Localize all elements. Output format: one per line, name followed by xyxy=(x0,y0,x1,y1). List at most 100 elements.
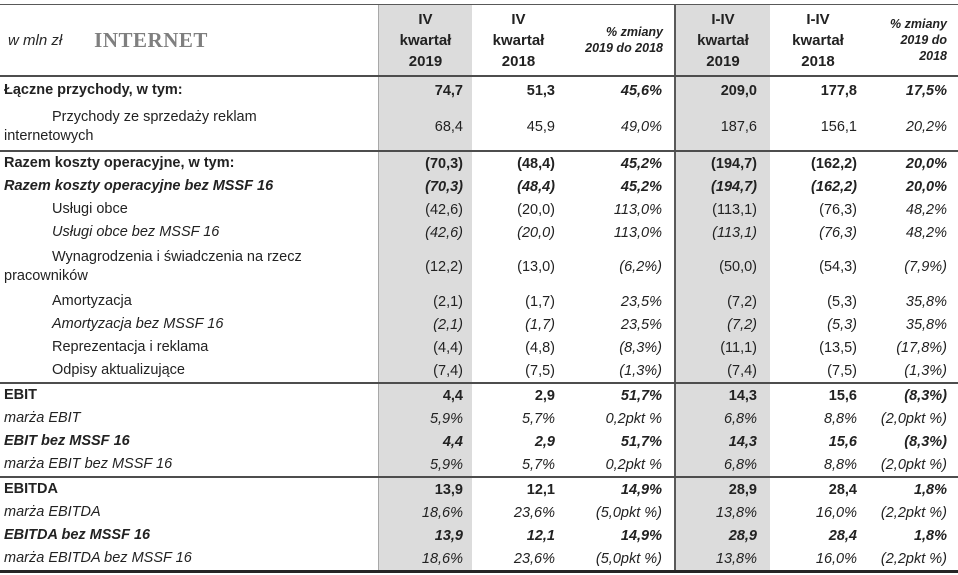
column-header-text: I-IV kwartał 2018 xyxy=(792,10,844,70)
value-cell-ytd-2019: 28,9 xyxy=(674,524,770,547)
value-cell-change-ytd: 17,5% xyxy=(905,82,947,99)
table-row: Razem koszty operacyjne, w tym: (70,3) (48… xyxy=(0,150,958,175)
row-label-text: Wynagrodzenia i świadczenia na rzecz prac… xyxy=(4,249,302,284)
value-cell-ytd-2018: 28,4 xyxy=(828,481,857,498)
column-header-text: % zmiany 2019 do 2018 xyxy=(890,17,947,63)
value-cell-change-ytd: (7,9%) xyxy=(904,259,947,275)
value-cell-ytd-2018: 156,1 xyxy=(820,119,857,135)
value-cell-change-ytd: 48,2% xyxy=(905,224,947,241)
table-row: Usługi obce (42,6) (20,0) 113,0% (113,1) (76,… xyxy=(0,198,958,221)
row-label: Amortyzacja bez MSSF 16 xyxy=(0,313,378,336)
table-row: EBITDA bez MSSF 16 13,9 12,1 14,9% 28,9 28,4 1… xyxy=(0,524,958,547)
value-cell-q4-2018: 23,6% xyxy=(513,504,555,521)
table-row: EBIT 4,4 2,9 51,7% 14,3 15,6 (8,3%) xyxy=(0,382,958,407)
row-label: Usługi obce bez MSSF 16 xyxy=(0,221,378,244)
header-label-cell: w mln zł INTERNET xyxy=(0,5,378,75)
value-cell-ytd-2018: (7,5) xyxy=(827,362,857,379)
value-cell-ytd-2019: 6,8% xyxy=(674,407,770,430)
column-header-text: IV kwartał 2018 xyxy=(492,10,545,70)
value-cell-ytd-2018: (13,5) xyxy=(819,339,857,356)
value-cell-q4-2018: (20,0) xyxy=(517,201,555,218)
row-label: EBIT bez MSSF 16 xyxy=(0,430,378,453)
value-cell-change-ytd: (8,3%) xyxy=(904,433,947,450)
value-cell-change-ytd: 35,8% xyxy=(905,293,947,310)
row-label: Przychody ze sprzedaży reklam internetowy… xyxy=(0,104,378,150)
row-label: Razem koszty operacyjne bez MSSF 16 xyxy=(0,175,378,198)
value-cell-ytd-2019: (7,2) xyxy=(674,290,770,313)
table-row: Amortyzacja (2,1) (1,7) 23,5% (7,2) (5,3) 35,8… xyxy=(0,290,958,313)
value-cell-q4-2018: (20,0) xyxy=(517,224,555,241)
value-cell-change-quarter: (5,0pkt %) xyxy=(595,504,662,521)
row-label: marża EBITDA xyxy=(0,501,378,524)
value-cell-q4-2019: (2,1) xyxy=(378,313,472,336)
row-label-text: Odpisy aktualizujące xyxy=(52,362,185,378)
value-cell-q4-2018: (48,4) xyxy=(517,155,555,172)
value-cell-change-quarter: (8,3%) xyxy=(619,339,662,356)
value-cell-q4-2018: 23,6% xyxy=(513,550,555,567)
row-label-text: Razem koszty operacyjne, w tym: xyxy=(4,155,235,171)
value-cell-q4-2018: (1,7) xyxy=(525,293,555,310)
value-cell-ytd-2019: 14,3 xyxy=(674,384,770,407)
value-cell-q4-2018: (13,0) xyxy=(517,259,555,275)
value-cell-change-quarter: 49,0% xyxy=(620,119,662,135)
table-row: Przychody ze sprzedaży reklam internetowy… xyxy=(0,104,958,150)
column-header-text: % zmiany 2019 do 2018 xyxy=(585,25,663,55)
row-label: EBITDA xyxy=(0,478,378,501)
value-cell-q4-2018: 51,3 xyxy=(526,82,555,99)
value-cell-q4-2019: (12,2) xyxy=(378,244,472,290)
value-cell-q4-2019: (2,1) xyxy=(378,290,472,313)
value-cell-ytd-2018: 15,6 xyxy=(828,433,857,450)
segment-results-table: w mln zł INTERNET IV kwartał 2019 IV kwartał… xyxy=(0,4,958,573)
row-label-text: marża EBIT xyxy=(4,410,81,426)
value-cell-ytd-2018: (54,3) xyxy=(819,259,857,275)
value-cell-ytd-2018: (5,3) xyxy=(827,316,857,333)
table-row: marża EBIT bez MSSF 16 5,9% 5,7% 0,2pkt % 6,… xyxy=(0,453,958,476)
column-header-text: IV kwartał 2019 xyxy=(399,10,452,70)
value-cell-change-ytd: 20,2% xyxy=(905,119,947,135)
row-label-text: Łączne przychody, w tym: xyxy=(4,82,183,98)
value-cell-change-quarter: 113,0% xyxy=(613,201,662,218)
value-cell-ytd-2019: (7,2) xyxy=(674,313,770,336)
column-header-text: I-IV kwartał 2019 xyxy=(697,10,749,70)
value-cell-q4-2018: 2,9 xyxy=(534,387,555,404)
value-cell-q4-2018: 12,1 xyxy=(526,527,555,544)
row-label: EBIT xyxy=(0,384,378,407)
value-cell-change-ytd: (8,3%) xyxy=(904,387,947,404)
value-cell-ytd-2018: 8,8% xyxy=(823,410,857,427)
value-cell-ytd-2018: (76,3) xyxy=(819,224,857,241)
value-cell-change-quarter: 51,7% xyxy=(620,433,662,450)
row-label-text: EBIT bez MSSF 16 xyxy=(4,433,130,449)
value-cell-ytd-2018: 28,4 xyxy=(828,527,857,544)
row-label-text: Reprezentacja i reklama xyxy=(52,339,209,355)
value-cell-change-quarter: 45,2% xyxy=(620,178,662,195)
header-row: w mln zł INTERNET IV kwartał 2019 IV kwartał… xyxy=(0,5,958,77)
row-label: Usługi obce xyxy=(0,198,378,221)
row-label: Łączne przychody, w tym: xyxy=(0,77,378,104)
value-cell-ytd-2019: (11,1) xyxy=(674,336,770,359)
row-label: Reprezentacja i reklama xyxy=(0,336,378,359)
value-cell-change-ytd: 1,8% xyxy=(913,527,947,544)
row-label: marża EBITDA bez MSSF 16 xyxy=(0,547,378,570)
value-cell-q4-2019: (7,4) xyxy=(378,359,472,382)
value-cell-ytd-2019: 14,3 xyxy=(674,430,770,453)
column-header-ytd-2018: I-IV kwartał 2018 xyxy=(770,5,866,75)
value-cell-q4-2019: 18,6% xyxy=(378,501,472,524)
value-cell-ytd-2019: (113,1) xyxy=(674,198,770,221)
value-cell-ytd-2018: (5,3) xyxy=(827,293,857,310)
value-cell-ytd-2019: 13,8% xyxy=(674,547,770,570)
value-cell-q4-2018: (4,8) xyxy=(525,339,555,356)
value-cell-change-ytd: 1,8% xyxy=(913,481,947,498)
value-cell-change-ytd: 20,0% xyxy=(905,155,947,172)
table-row: marża EBIT 5,9% 5,7% 0,2pkt % 6,8% 8,8% (2,0pk… xyxy=(0,407,958,430)
value-cell-ytd-2019: (194,7) xyxy=(674,152,770,175)
value-cell-change-ytd: (17,8%) xyxy=(896,339,947,356)
value-cell-ytd-2019: (194,7) xyxy=(674,175,770,198)
value-cell-ytd-2018: 15,6 xyxy=(828,387,857,404)
value-cell-q4-2019: 13,9 xyxy=(378,478,472,501)
value-cell-ytd-2019: 6,8% xyxy=(674,453,770,476)
value-cell-q4-2018: 45,9 xyxy=(526,119,555,135)
column-header-change-quarter: % zmiany 2019 do 2018 xyxy=(565,5,674,75)
table-row: Odpisy aktualizujące (7,4) (7,5) (1,3%) (7,4… xyxy=(0,359,958,382)
column-header-ytd-2019: I-IV kwartał 2019 xyxy=(674,5,770,75)
value-cell-q4-2019: 5,9% xyxy=(378,453,472,476)
